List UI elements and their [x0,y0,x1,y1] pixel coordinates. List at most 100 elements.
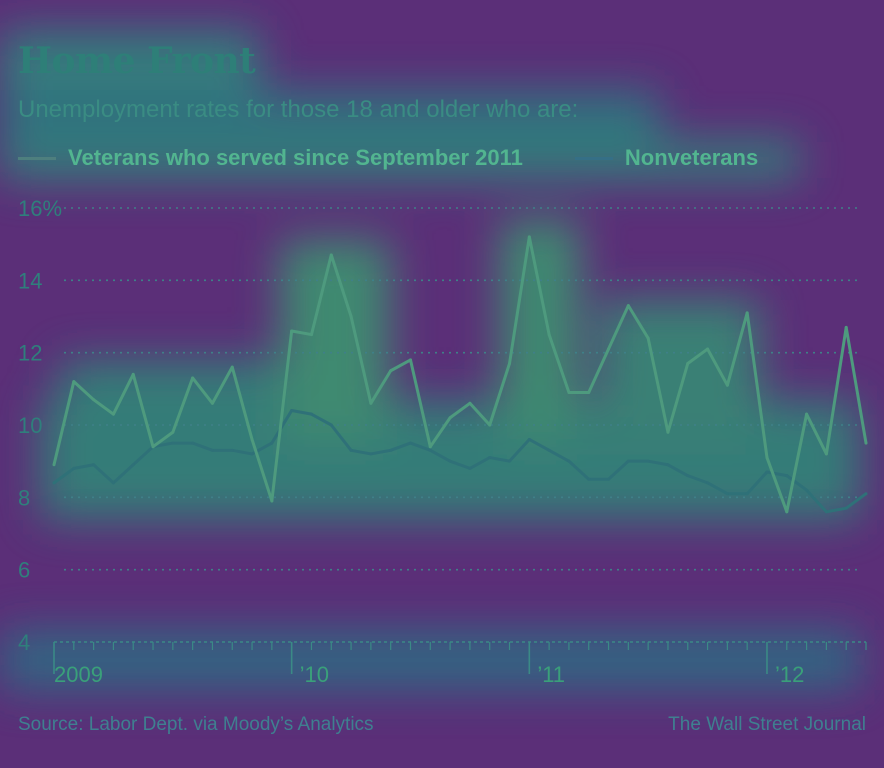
data-point-0-14 [329,253,333,257]
data-point-1-33 [706,481,710,485]
data-point-0-26 [567,390,571,394]
data-point-1-10 [250,452,254,456]
data-point-0-34 [725,383,729,387]
chart-subtitle: Unemployment rates for those 18 and olde… [18,96,579,123]
data-point-1-8 [210,448,214,452]
data-point-1-9 [230,448,234,452]
legend: Veterans who served since September 2011… [18,144,810,172]
data-point-1-23 [508,459,512,463]
legend-swatch-veterans [18,156,56,160]
data-point-1-30 [646,459,650,463]
data-point-1-38 [805,488,809,492]
data-point-1-20 [448,459,452,463]
data-point-0-9 [230,365,234,369]
data-point-0-38 [805,412,809,416]
x-tick-label-3: ’12 [775,662,804,687]
data-point-0-18 [408,358,412,362]
data-point-0-41 [864,441,868,445]
data-point-1-34 [725,492,729,496]
data-point-1-29 [626,459,630,463]
data-point-0-11 [270,499,274,503]
data-point-1-31 [666,463,670,467]
data-point-0-39 [824,452,828,456]
data-point-0-12 [290,329,294,333]
data-point-1-6 [171,441,175,445]
data-point-1-21 [468,466,472,470]
data-point-1-36 [765,470,769,474]
data-point-0-22 [488,423,492,427]
data-point-0-35 [745,311,749,315]
data-point-0-20 [448,416,452,420]
data-point-0-27 [587,390,591,394]
data-point-1-22 [488,456,492,460]
data-point-1-4 [131,463,135,467]
data-point-0-13 [309,333,313,337]
data-point-0-28 [607,347,611,351]
legend-label-veterans: Veterans who served since September 2011 [68,145,523,170]
y-tick-label-8: 8 [18,485,30,510]
data-point-1-11 [270,441,274,445]
y-tick-label-12: 12 [18,341,42,366]
data-point-1-0 [52,481,56,485]
data-point-1-17 [389,448,393,452]
data-point-0-23 [508,362,512,366]
data-point-0-40 [844,325,848,329]
data-point-1-24 [527,437,531,441]
data-point-1-12 [290,409,294,413]
chart-svg: 4 6 8 10 12 14 16% 2009 ’10 ’11 ’12 [18,196,868,687]
y-tick-label-4: 4 [18,630,30,655]
data-point-1-7 [191,441,195,445]
x-tick-label-1: ’10 [300,662,329,687]
legend-swatch-nonveterans [574,156,613,160]
chart-title: Home Front [18,40,256,82]
legend-label-nonveterans: Nonveterans [624,145,759,170]
x-tick-label-0: 2009 [54,662,103,687]
data-point-1-3 [111,481,115,485]
data-point-0-33 [706,347,710,351]
data-point-0-5 [151,445,155,449]
data-point-0-17 [389,369,393,373]
legend-item-nonveterans: Nonveterans [574,145,759,171]
data-point-0-4 [131,372,135,376]
data-point-1-25 [547,448,551,452]
credit-note: The Wall Street Journal [668,714,866,735]
series-line-1 [53,409,867,514]
y-tick-label-6: 6 [18,558,30,583]
data-point-0-2 [92,398,96,402]
x-tick-label-2: ’11 [537,662,565,687]
y-tick-label-16: 16% [18,196,62,221]
data-point-0-15 [349,315,353,318]
data-point-1-28 [607,477,611,481]
data-point-1-35 [745,492,749,496]
data-point-1-32 [686,474,690,478]
legend-item-veterans: Veterans who served since September 2011 [18,145,523,171]
data-point-0-8 [210,401,214,405]
data-point-1-1 [72,466,76,470]
data-point-0-24 [527,235,531,239]
data-point-0-3 [111,412,115,416]
data-point-1-13 [309,412,313,416]
data-point-1-14 [329,423,333,427]
data-point-0-21 [468,401,472,405]
data-point-1-40 [844,506,848,510]
data-point-0-19 [428,445,432,449]
data-point-0-16 [369,401,373,405]
data-point-0-6 [171,430,175,434]
line-chart: 4 6 8 10 12 14 16% 2009 ’10 ’11 ’12 [0,180,884,700]
data-point-1-39 [824,510,828,514]
data-point-1-16 [369,452,373,456]
data-point-1-41 [864,492,868,496]
data-point-0-36 [765,456,769,460]
data-point-0-1 [72,380,76,384]
data-point-1-27 [587,477,591,481]
y-tick-label-10: 10 [18,413,42,438]
data-point-1-26 [567,459,571,463]
data-point-0-31 [666,430,670,434]
data-point-0-30 [646,336,650,340]
data-point-1-19 [428,448,432,452]
data-point-0-37 [785,510,789,514]
data-point-1-18 [408,441,412,445]
y-tick-label-14: 14 [18,268,42,293]
data-point-1-15 [349,448,353,452]
data-point-0-10 [250,437,254,441]
